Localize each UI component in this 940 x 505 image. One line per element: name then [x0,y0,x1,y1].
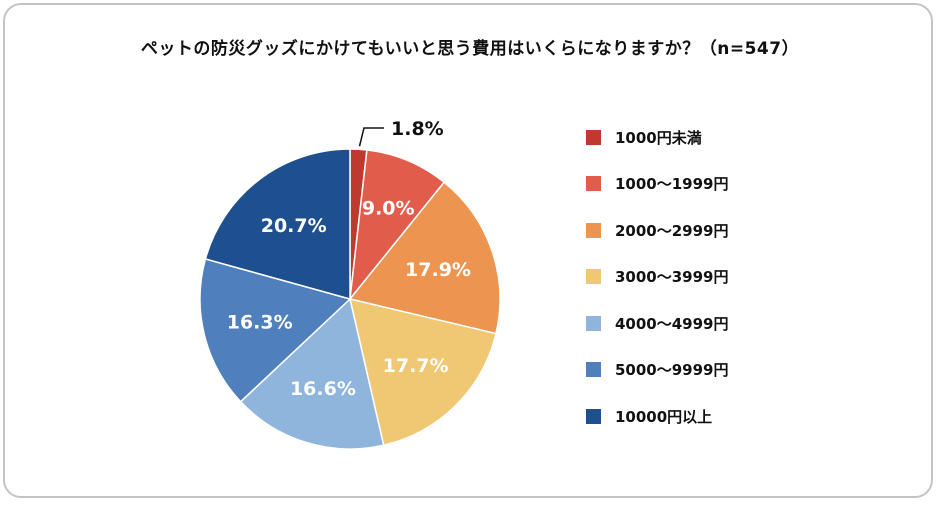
legend-label-2: 1000〜1999円 [615,175,729,193]
legend-swatch-4 [586,269,601,284]
legend-swatch-7 [586,408,601,424]
chart-title: ペットの防災グッズにかけてもいいと思う費用はいくらになりますか？（n=547） [140,39,800,59]
data-label-3: 17.9% [405,259,471,281]
data-label-5: 16.6% [290,378,356,400]
legend-label-7: 10000円以上 [615,407,713,426]
legend-label-6: 5000〜9999円 [615,361,729,379]
pie-slice-6 [199,258,352,403]
leader-line-1 [358,127,384,147]
legend-swatch-6 [586,362,601,377]
legend-item-5: 4000〜4999円 [586,313,729,333]
legend-item-1: 1000円未満 [586,127,702,147]
data-label-4: 17.7% [383,355,449,377]
legend-item-7: 10000円以上 [586,406,712,426]
pie-slice-5 [239,297,385,450]
data-label-6: 16.3% [227,311,293,333]
pie-slice-7 [204,148,351,300]
legend-item-2: 1000〜1999円 [586,174,729,194]
data-label-2: 9.0% [362,198,415,220]
legend-swatch-3 [586,222,601,238]
pie-slice-2 [348,149,446,302]
legend-label-5: 4000〜4999円 [615,314,729,333]
legend-item-3: 2000〜2999円 [586,220,729,240]
legend-label-3: 2000〜2999円 [615,221,729,240]
legend-item-6: 5000〜9999円 [586,360,729,380]
legend-item-4: 3000〜3999円 [586,267,729,287]
pie-slices [199,148,501,450]
data-label-1: 1.8% [391,118,444,140]
legend-swatch-5 [586,315,601,331]
legend-swatch-2 [586,176,601,191]
pie-data-labels: 1.8% 9.0% 17.9% 17.7% 16.6% 16.3% 20.7% [227,118,471,400]
legend-swatch-1 [586,129,601,145]
pie-slice-4 [348,297,497,447]
legend-label-4: 3000〜3999円 [615,268,729,286]
legend-label-1: 1000円未満 [615,128,702,147]
data-label-7: 20.7% [261,215,327,237]
pie-slice-3 [348,181,501,335]
